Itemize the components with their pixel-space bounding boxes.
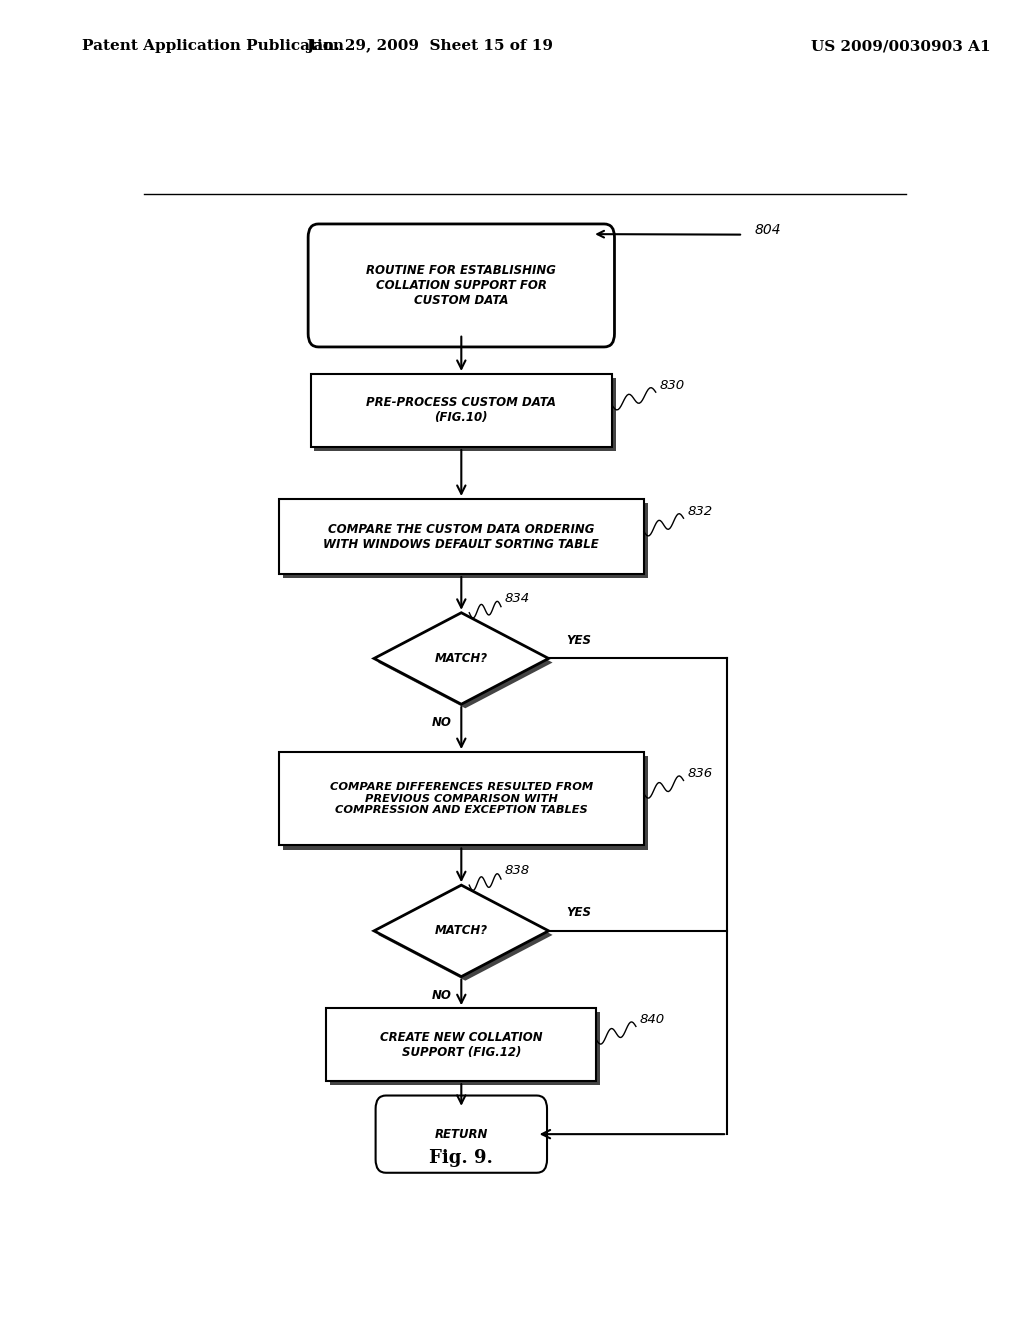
Text: 830: 830 — [659, 379, 685, 392]
Bar — [331, 1012, 600, 1085]
Text: US 2009/0030903 A1: US 2009/0030903 A1 — [811, 40, 991, 53]
Text: PRE-PROCESS CUSTOM DATA
(FIG.10): PRE-PROCESS CUSTOM DATA (FIG.10) — [367, 396, 556, 425]
Text: Jan. 29, 2009  Sheet 15 of 19: Jan. 29, 2009 Sheet 15 of 19 — [306, 40, 554, 53]
Bar — [283, 503, 648, 578]
Bar — [310, 374, 612, 447]
Text: MATCH?: MATCH? — [435, 924, 487, 937]
Text: COMPARE DIFFERENCES RESULTED FROM
PREVIOUS COMPARISON WITH
COMPRESSION AND EXCEP: COMPARE DIFFERENCES RESULTED FROM PREVIO… — [330, 783, 593, 816]
Text: 834: 834 — [505, 591, 530, 605]
FancyBboxPatch shape — [308, 224, 614, 347]
Bar — [283, 756, 648, 850]
Text: NO: NO — [431, 989, 452, 1002]
Bar — [279, 499, 644, 574]
FancyBboxPatch shape — [376, 1096, 547, 1172]
Text: RETURN: RETURN — [434, 1127, 488, 1140]
Polygon shape — [374, 612, 549, 704]
Text: ROUTINE FOR ESTABLISHING
COLLATION SUPPORT FOR
CUSTOM DATA: ROUTINE FOR ESTABLISHING COLLATION SUPPO… — [367, 264, 556, 308]
Text: CREATE NEW COLLATION
SUPPORT (FIG.12): CREATE NEW COLLATION SUPPORT (FIG.12) — [380, 1031, 543, 1059]
Text: 836: 836 — [687, 767, 713, 780]
Text: Fig. 9.: Fig. 9. — [429, 1148, 494, 1167]
Text: 832: 832 — [687, 504, 713, 517]
Text: Patent Application Publication: Patent Application Publication — [82, 40, 344, 53]
Bar — [314, 378, 616, 451]
Text: YES: YES — [566, 634, 591, 647]
Bar — [327, 1008, 596, 1081]
Polygon shape — [374, 886, 549, 977]
Polygon shape — [378, 890, 553, 981]
Text: 804: 804 — [755, 223, 781, 236]
Text: MATCH?: MATCH? — [435, 652, 487, 665]
Text: COMPARE THE CUSTOM DATA ORDERING
WITH WINDOWS DEFAULT SORTING TABLE: COMPARE THE CUSTOM DATA ORDERING WITH WI… — [324, 523, 599, 550]
Polygon shape — [378, 616, 553, 709]
Bar — [279, 752, 644, 846]
Text: 840: 840 — [640, 1012, 665, 1026]
Text: YES: YES — [566, 906, 591, 919]
Text: NO: NO — [431, 717, 452, 730]
Text: 838: 838 — [505, 865, 530, 876]
